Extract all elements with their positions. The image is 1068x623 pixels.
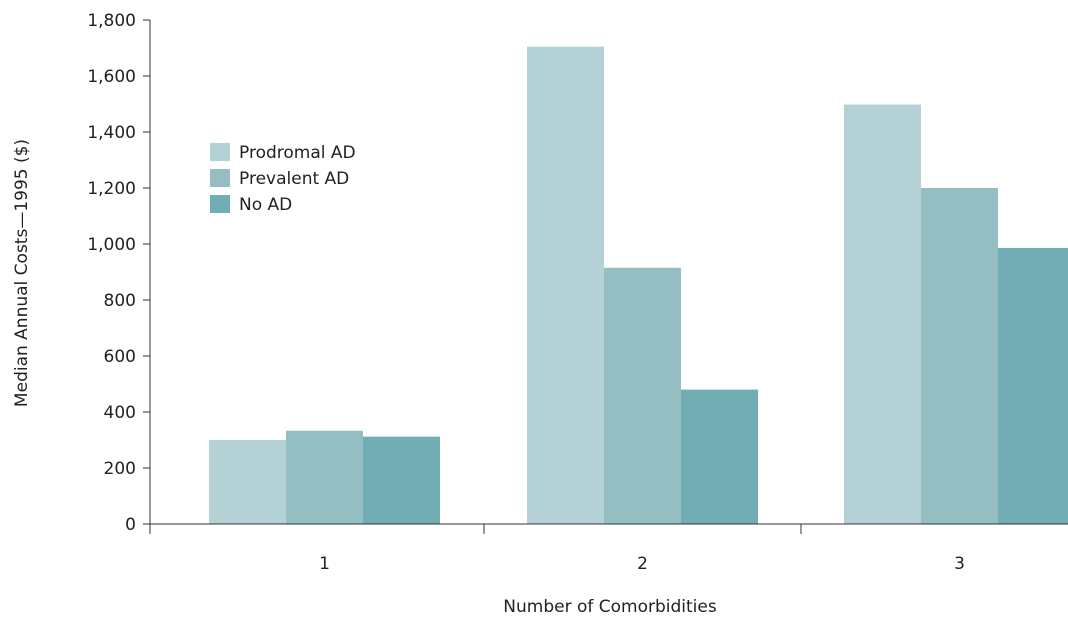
bar-prodromal-ad-1 [209, 440, 286, 524]
legend-label: Prodromal AD [239, 143, 356, 163]
y-tick-label: 200 [104, 459, 136, 479]
y-tick-label: 0 [125, 515, 136, 535]
legend-label: Prevalent AD [239, 169, 349, 189]
bar-prevalent-ad-1 [286, 430, 363, 524]
x-axis-ticks: 1 2 3 [149, 524, 965, 574]
y-tick-label: 1,800 [87, 11, 136, 31]
bar-no-ad-1 [363, 436, 440, 524]
legend: Prodromal AD Prevalent AD No AD [210, 143, 356, 215]
legend-swatch [210, 143, 230, 161]
x-tick-label: 2 [637, 554, 648, 574]
bar-prevalent-ad-2 [604, 267, 681, 524]
y-axis-title: Median Annual Costs—1995 ($) [12, 139, 32, 407]
y-tick-label: 400 [104, 403, 136, 423]
bar-prodromal-ad-3 [844, 104, 921, 524]
bar-no-ad-3 [998, 247, 1068, 525]
x-tick-label: 3 [954, 554, 965, 574]
bar-prevalent-ad-3 [921, 188, 998, 524]
y-tick-label: 1,200 [87, 179, 136, 199]
y-tick-label: 800 [104, 291, 136, 311]
legend-swatch [210, 195, 230, 213]
bars-layer [209, 46, 1068, 525]
bar-no-ad-2 [681, 389, 758, 524]
x-tick-label: 1 [319, 554, 330, 574]
bar-prodromal-ad-2 [527, 46, 604, 524]
y-tick-label: 1,000 [87, 235, 136, 255]
y-tick-label: 600 [104, 347, 136, 367]
legend-label: No AD [239, 195, 292, 215]
y-tick-label: 1,400 [87, 123, 136, 143]
y-axis-ticks: 0 200 400 600 800 1,000 1,200 1,400 1,600 1,800 [87, 11, 150, 535]
axes-layer [149, 20, 1068, 534]
legend-swatch [210, 169, 230, 187]
y-tick-label: 1,600 [87, 67, 136, 87]
x-axis-title: Number of Comorbidities [503, 597, 717, 617]
